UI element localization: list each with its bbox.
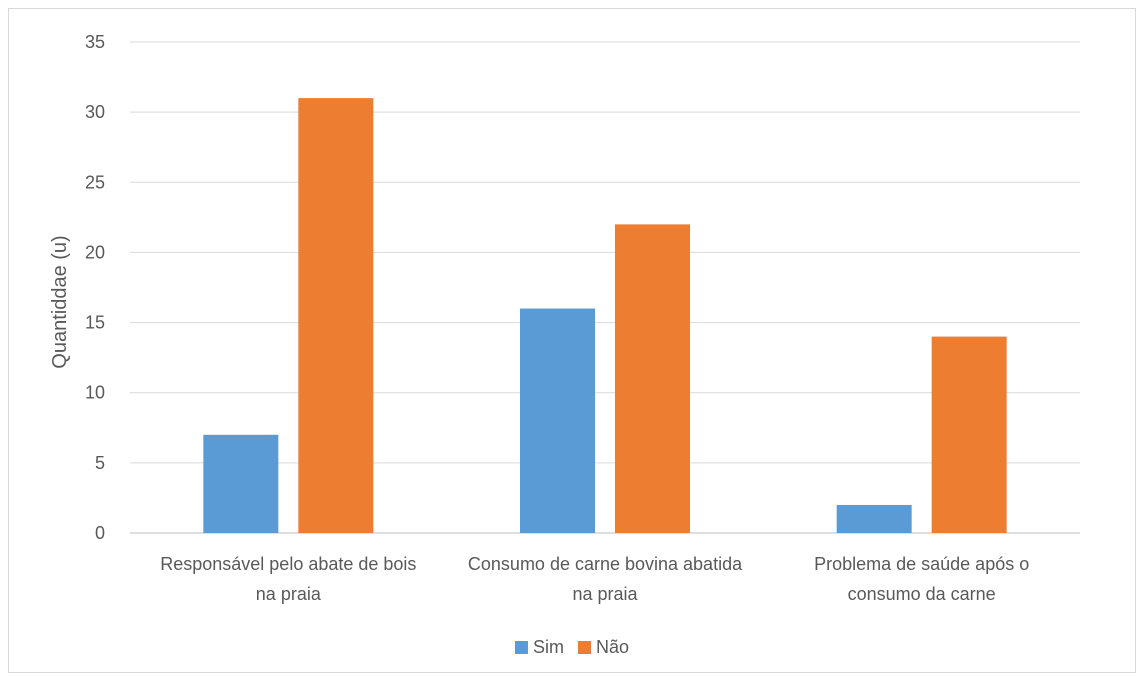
bars xyxy=(203,98,1007,533)
y-tick-label: 35 xyxy=(85,32,105,52)
y-tick-label: 30 xyxy=(85,102,105,122)
x-category-label: Responsável pelo abate de bois xyxy=(160,554,416,574)
y-axis-title: Quantiddae (u) xyxy=(49,235,71,368)
legend-label: Não xyxy=(596,637,629,657)
y-tick-label: 0 xyxy=(95,523,105,543)
x-category-label: na praia xyxy=(256,584,322,604)
x-category-label: Consumo de carne bovina abatida xyxy=(468,554,743,574)
axes: 0 5 10 15 20 25 30 35 Responsável pelo abate de … xyxy=(85,32,1029,604)
y-tick-label: 20 xyxy=(85,242,105,262)
bar-sim xyxy=(520,308,595,533)
y-tick-label: 15 xyxy=(85,313,105,333)
bar-n-o xyxy=(615,224,690,533)
y-tick-label: 25 xyxy=(85,172,105,192)
x-category-label: consumo da carne xyxy=(848,584,996,604)
bar-n-o xyxy=(931,336,1007,533)
x-category-label: Problema de saúde após o xyxy=(814,554,1029,574)
legend-label: Sim xyxy=(533,637,564,657)
x-category-label: na praia xyxy=(572,584,638,604)
legend-swatch-sim xyxy=(514,641,528,654)
bar-sim xyxy=(203,434,279,533)
legend: Sim Não xyxy=(514,637,629,657)
bar-n-o xyxy=(298,98,374,533)
gridlines xyxy=(130,41,1080,534)
bar-sim xyxy=(836,504,912,533)
y-tick-label: 5 xyxy=(95,453,105,473)
y-tick-label: 10 xyxy=(85,383,105,403)
legend-swatch-n-o xyxy=(577,641,591,654)
